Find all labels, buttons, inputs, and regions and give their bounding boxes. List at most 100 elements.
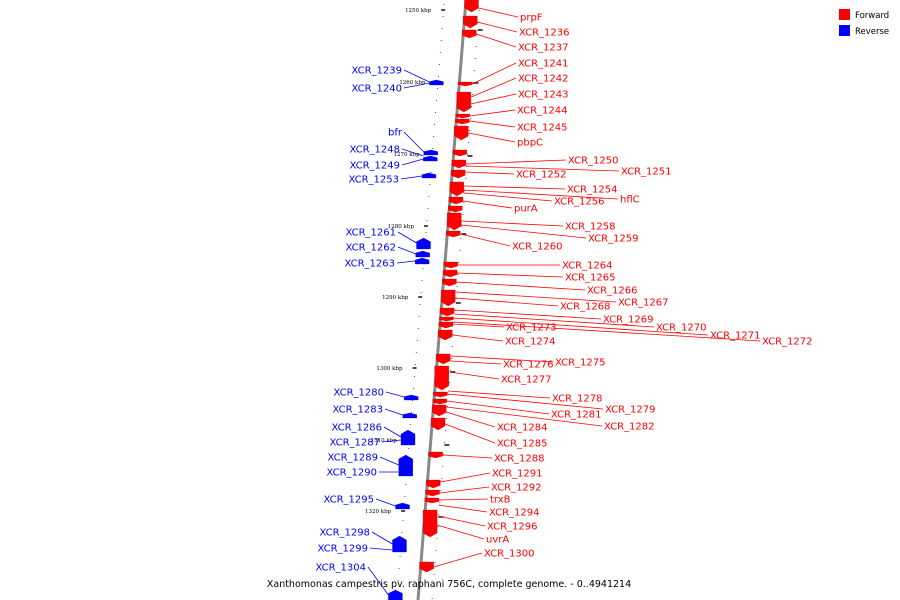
forward-gene-block [434, 365, 449, 391]
tick-label: 1290 kbp [382, 295, 409, 301]
forward-gene-block [462, 29, 477, 39]
forward-leader-line [445, 411, 496, 428]
forward-leader-line [433, 552, 483, 568]
forward-leader-line [456, 281, 586, 291]
reverse-leader-line [367, 566, 389, 596]
minor-tick [410, 424, 412, 425]
forward-gene-label: XCR_1269 [603, 315, 654, 326]
reverse-leader-line [401, 158, 424, 166]
forward-gene-label: uvrA [486, 535, 509, 546]
forward-gene-label: XCR_1250 [568, 156, 619, 167]
reverse-gene-label: XCR_1295 [323, 495, 374, 506]
minor-tick [461, 226, 463, 227]
forward-gene-label: hflC [620, 195, 640, 206]
minor-tick [438, 64, 440, 65]
forward-leader-line [465, 159, 567, 165]
forward-leader-line [450, 360, 502, 365]
forward-gene-label: XCR_1243 [518, 90, 569, 101]
forward-leader-line [476, 33, 517, 48]
minor-tick [405, 484, 407, 485]
minor-tick [428, 196, 430, 197]
minor-tick [420, 292, 422, 293]
reverse-leader-line [397, 246, 416, 255]
forward-gene-block [439, 307, 455, 317]
forward-leader-line [464, 185, 566, 190]
map-caption: Xanthomonas campestris pv. raphani 756C,… [267, 579, 631, 590]
minor-tick [415, 352, 417, 353]
forward-gene-block [464, 0, 479, 13]
reverse-gene-block [415, 250, 430, 258]
reverse-gene-block [395, 502, 410, 510]
forward-gene-label: XCR_1254 [567, 185, 618, 196]
reverse-gene-block [423, 155, 438, 162]
forward-gene-block [452, 149, 467, 157]
reverse-gene-block [404, 394, 419, 401]
minor-tick [471, 94, 473, 95]
tick-label: 1250 kbp [405, 8, 432, 14]
tick-label: 1270 kbp [394, 152, 421, 158]
forward-gene-label: XCR_1268 [560, 302, 611, 313]
minor-tick [447, 406, 448, 407]
reverse-gene-label: XCR_1262 [345, 243, 396, 254]
minor-tick [473, 70, 475, 71]
reverse-gene-label: XCR_1248 [349, 145, 400, 156]
reverse-leader-line [397, 231, 417, 244]
forward-gene-block [449, 181, 465, 197]
minor-tick [401, 532, 403, 533]
reverse-gene-block [400, 429, 416, 446]
reverse-gene-label: XCR_1304 [315, 563, 366, 574]
forward-gene-label: XCR_1284 [497, 423, 548, 434]
legend-swatch-forward [839, 9, 850, 20]
minor-tick [441, 28, 443, 29]
forward-gene-label: pbpC [517, 138, 543, 149]
forward-leader-line [452, 334, 504, 342]
minor-tick [432, 148, 434, 149]
forward-gene-block [432, 398, 448, 405]
reverse-gene-block [392, 535, 407, 553]
forward-leader-line [454, 309, 602, 320]
forward-leader-line [469, 109, 516, 117]
forward-leader-line [457, 272, 564, 278]
forward-gene-label: XCR_1288 [494, 454, 545, 465]
reverse-gene-label: XCR_1239 [351, 66, 402, 77]
reverse-gene-label: XCR_1290 [326, 468, 377, 479]
minor-tick [470, 118, 472, 119]
forward-gene-block [438, 329, 453, 341]
minor-tick [468, 142, 470, 143]
forward-gene-block [450, 169, 466, 179]
forward-leader-line [478, 7, 519, 18]
legend: Forward Reverse [839, 9, 889, 37]
forward-gene-block [451, 159, 467, 169]
forward-gene-block [424, 497, 440, 504]
minor-tick [439, 502, 441, 503]
minor-tick [402, 520, 404, 521]
forward-gene-block [458, 81, 473, 87]
minor-tick [443, 4, 445, 5]
minor-tick [427, 208, 429, 209]
tick-label: 1320 kbp [365, 509, 392, 515]
tick-label: 1260 kbp [399, 80, 426, 86]
forward-gene-label: XCR_1272 [762, 337, 813, 348]
forward-leader-line [455, 297, 559, 307]
reverse-gene-label: bfr [388, 128, 403, 139]
minor-tick [436, 538, 438, 539]
forward-gene-block [441, 289, 456, 307]
minor-tick [433, 136, 435, 137]
forward-gene-label: XCR_1282 [604, 422, 655, 433]
forward-gene-block [425, 489, 440, 497]
reverse-gene-block [416, 237, 431, 250]
reverse-gene-label: XCR_1240 [351, 84, 402, 95]
minor-tick [435, 550, 437, 551]
forward-gene-block [447, 212, 462, 231]
minor-tick [413, 376, 415, 377]
minor-tick [448, 382, 450, 383]
forward-gene-block [448, 205, 463, 213]
minor-tick [475, 46, 477, 47]
minor-tick [466, 166, 468, 167]
minor-tick [437, 526, 439, 527]
minor-tick [431, 598, 433, 599]
forward-gene-label: XCR_1276 [503, 360, 554, 371]
reverse-gene-block [429, 79, 444, 86]
forward-gene-block [443, 261, 458, 269]
minor-tick [458, 262, 460, 263]
